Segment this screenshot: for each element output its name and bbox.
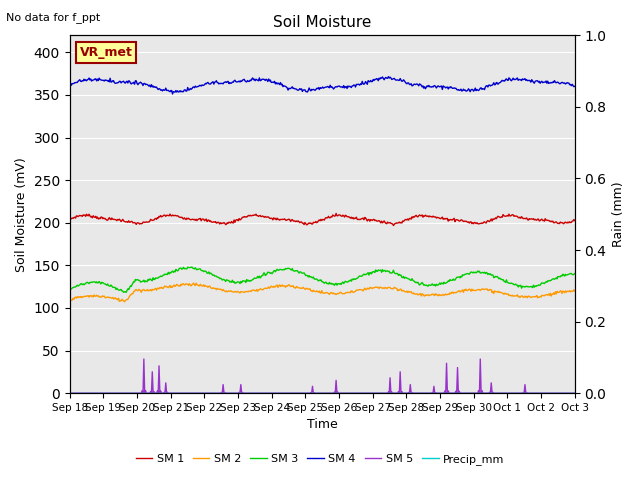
SM 1 xyxy=(571,218,579,224)
Precip_mm xyxy=(403,390,411,396)
SM 1 xyxy=(390,223,397,228)
Precip_mm xyxy=(364,390,371,396)
SM 5 xyxy=(447,390,454,396)
Line: SM 5: SM 5 xyxy=(70,359,575,393)
SM 1 xyxy=(448,217,456,223)
SM 2 xyxy=(448,289,456,295)
SM 5 xyxy=(404,390,412,396)
SM 2 xyxy=(404,288,412,294)
SM 2 xyxy=(197,283,205,288)
SM 5 xyxy=(140,356,148,362)
SM 1 xyxy=(155,214,163,219)
SM 1 xyxy=(332,211,340,216)
Line: SM 4: SM 4 xyxy=(70,77,575,94)
SM 4 xyxy=(155,86,163,92)
SM 2 xyxy=(296,285,304,291)
SM 4 xyxy=(169,91,177,97)
Title: Soil Moisture: Soil Moisture xyxy=(273,15,371,30)
Line: SM 1: SM 1 xyxy=(70,214,575,226)
Precip_mm xyxy=(446,390,454,396)
SM 3 xyxy=(122,289,130,295)
SM 5 xyxy=(196,390,204,396)
Y-axis label: Rain (mm): Rain (mm) xyxy=(612,181,625,247)
SM 2 xyxy=(190,280,198,286)
SM 4 xyxy=(295,87,303,93)
Precip_mm xyxy=(294,390,302,396)
Precip_mm xyxy=(155,390,163,396)
SM 4 xyxy=(571,84,579,89)
SM 3 xyxy=(156,274,164,280)
SM 1 xyxy=(196,216,204,222)
Precip_mm xyxy=(196,390,204,396)
SM 2 xyxy=(365,286,373,292)
SM 2 xyxy=(156,285,164,290)
SM 2 xyxy=(66,297,74,302)
SM 3 xyxy=(448,277,456,283)
SM 1 xyxy=(404,217,412,223)
SM 3 xyxy=(66,287,74,293)
SM 3 xyxy=(188,264,196,270)
SM 1 xyxy=(364,216,372,222)
SM 3 xyxy=(197,267,205,273)
SM 4 xyxy=(404,80,412,86)
Y-axis label: Soil Moisture (mV): Soil Moisture (mV) xyxy=(15,157,28,272)
SM 5 xyxy=(571,390,579,396)
SM 1 xyxy=(66,216,74,221)
SM 2 xyxy=(571,288,579,294)
SM 3 xyxy=(571,271,579,276)
Line: SM 3: SM 3 xyxy=(70,267,575,292)
SM 3 xyxy=(365,272,373,278)
Text: No data for f_ppt: No data for f_ppt xyxy=(6,12,100,23)
SM 4 xyxy=(364,78,372,84)
X-axis label: Time: Time xyxy=(307,419,337,432)
Line: SM 2: SM 2 xyxy=(70,283,575,302)
SM 2 xyxy=(120,299,128,305)
SM 3 xyxy=(296,269,304,275)
Legend: SM 1, SM 2, SM 3, SM 4, SM 5, Precip_mm: SM 1, SM 2, SM 3, SM 4, SM 5, Precip_mm xyxy=(131,450,509,469)
Precip_mm xyxy=(66,390,74,396)
SM 4 xyxy=(448,84,456,90)
SM 4 xyxy=(385,74,392,80)
SM 4 xyxy=(66,81,74,87)
Text: VR_met: VR_met xyxy=(80,46,132,59)
SM 5 xyxy=(364,390,372,396)
SM 5 xyxy=(295,390,303,396)
SM 5 xyxy=(156,390,164,396)
SM 5 xyxy=(66,390,74,396)
Precip_mm xyxy=(571,390,579,396)
SM 1 xyxy=(294,218,302,224)
SM 3 xyxy=(404,276,412,282)
SM 4 xyxy=(196,83,204,88)
